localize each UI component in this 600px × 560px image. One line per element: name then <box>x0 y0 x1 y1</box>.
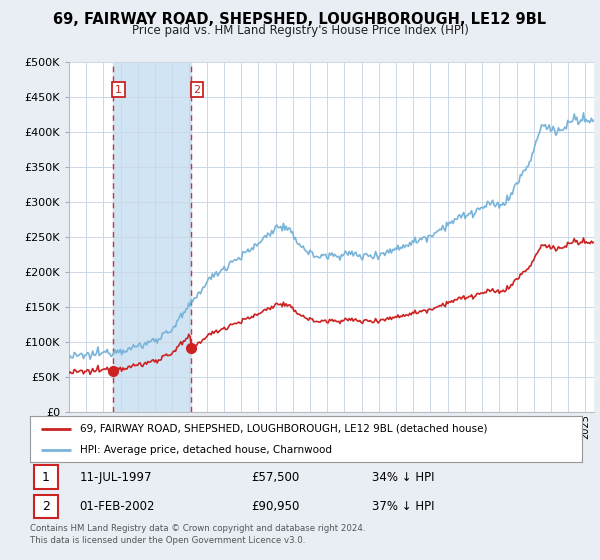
Text: 69, FAIRWAY ROAD, SHEPSHED, LOUGHBOROUGH, LE12 9BL (detached house): 69, FAIRWAY ROAD, SHEPSHED, LOUGHBOROUGH… <box>80 424 487 434</box>
FancyBboxPatch shape <box>34 465 58 489</box>
Text: Contains HM Land Registry data © Crown copyright and database right 2024.
This d: Contains HM Land Registry data © Crown c… <box>30 524 365 545</box>
Text: 37% ↓ HPI: 37% ↓ HPI <box>372 500 435 513</box>
Text: £57,500: £57,500 <box>251 471 299 484</box>
Text: 01-FEB-2002: 01-FEB-2002 <box>80 500 155 513</box>
Text: Price paid vs. HM Land Registry's House Price Index (HPI): Price paid vs. HM Land Registry's House … <box>131 24 469 36</box>
Text: 2: 2 <box>42 500 50 513</box>
Text: £90,950: £90,950 <box>251 500 299 513</box>
Text: HPI: Average price, detached house, Charnwood: HPI: Average price, detached house, Char… <box>80 445 332 455</box>
Bar <box>113 62 191 412</box>
Text: 69, FAIRWAY ROAD, SHEPSHED, LOUGHBOROUGH, LE12 9BL: 69, FAIRWAY ROAD, SHEPSHED, LOUGHBOROUGH… <box>53 12 547 27</box>
Text: 1: 1 <box>42 471 50 484</box>
Text: 1: 1 <box>115 85 122 95</box>
Text: 11-JUL-1997: 11-JUL-1997 <box>80 471 152 484</box>
FancyBboxPatch shape <box>34 495 58 519</box>
Text: 34% ↓ HPI: 34% ↓ HPI <box>372 471 435 484</box>
Text: 2: 2 <box>193 85 200 95</box>
